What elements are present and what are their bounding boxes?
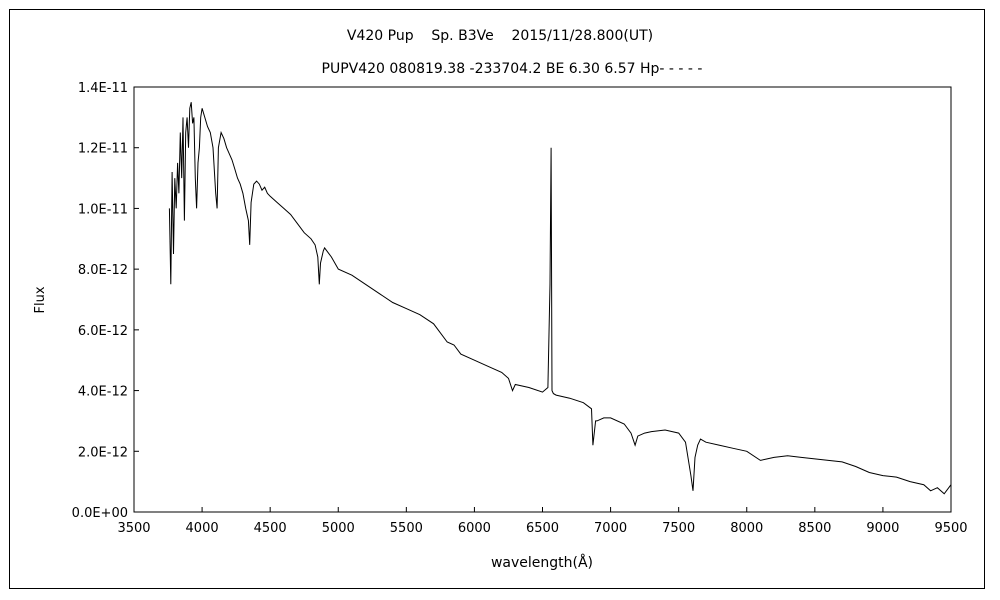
x-tick-label: 3500 [117,521,150,536]
x-axis-label: wavelength(Å) [491,554,593,571]
x-tick-label: 6000 [458,521,491,536]
x-tick-label: 4000 [186,521,219,536]
chart-subtitle: PUPV420 080819.38 -233704.2 BE 6.30 6.57… [322,61,703,77]
y-tick-label: 2.0E-12 [78,445,128,460]
y-axis: 0.0E+00 2.0E-12 4.0E-12 6.0E-12 8.0E-12 1.0E-… [72,81,139,521]
y-tick-label: 1.2E-11 [78,142,128,157]
x-tick-label: 6500 [526,521,559,536]
x-tick-label: 4500 [254,521,287,536]
x-axis: 3500 4000 4500 5000 5500 6000 6500 7000 7500 8000… [117,507,968,536]
series-line [168,102,952,495]
x-tick-label: 5500 [390,521,423,536]
x-tick-label: 9000 [866,521,899,536]
chart-title: V420 Pup Sp. B3Ve 2015/11/28.800(UT) [347,28,653,44]
y-tick-label: 4.0E-12 [78,385,128,400]
plot-area [133,86,952,513]
x-tick-label: 8000 [730,521,763,536]
y-tick-label: 1.0E-11 [78,202,128,217]
x-tick-label: 8500 [798,521,831,536]
y-tick-label: 0.0E+00 [72,506,128,521]
x-tick-label: 5000 [322,521,355,536]
y-tick-label: 6.0E-12 [78,324,128,339]
y-axis-label: Flux [33,286,48,313]
y-tick-label: 1.4E-11 [78,81,128,96]
y-tick-label: 8.0E-12 [78,263,128,278]
x-tick-label: 7000 [594,521,627,536]
x-tick-label: 7500 [662,521,695,536]
x-tick-label: 9500 [934,521,967,536]
